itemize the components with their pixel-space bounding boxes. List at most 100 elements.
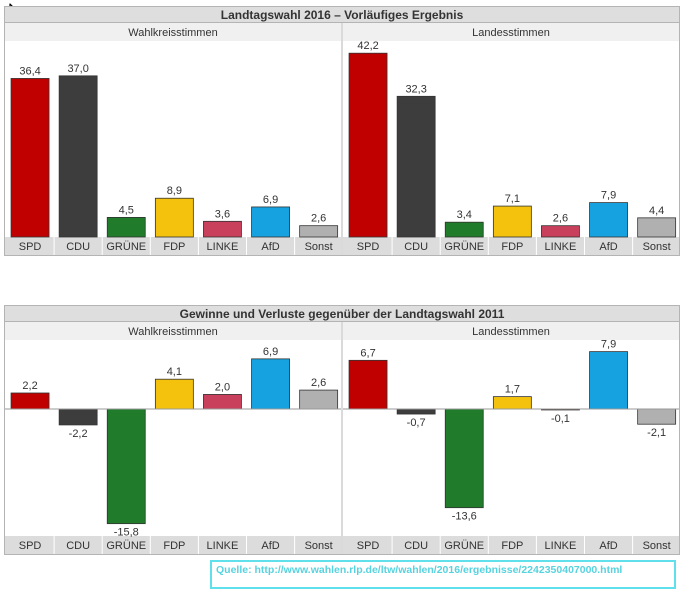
bar-spd bbox=[348, 52, 388, 238]
data-label-gruene: -15,8 bbox=[114, 527, 139, 539]
category-label-linke: LINKE bbox=[207, 540, 239, 552]
category-strip bbox=[343, 536, 679, 554]
bar-cdu bbox=[396, 408, 436, 415]
bar-afd bbox=[251, 358, 290, 410]
category-label-gruene: GRÜNE bbox=[444, 241, 484, 253]
gains-losses-chart: Gewinne und Verluste gegenüber der Landt… bbox=[4, 305, 680, 555]
category-label-fdp: FDP bbox=[501, 540, 523, 552]
bar-fdp bbox=[492, 205, 532, 238]
panel-subheader bbox=[5, 322, 341, 340]
data-label-sonst: 4,4 bbox=[649, 205, 664, 217]
data-label-spd: 6,7 bbox=[360, 347, 375, 359]
data-label-linke: 3,6 bbox=[215, 208, 230, 220]
panel-subheader bbox=[343, 322, 679, 340]
category-label-spd: SPD bbox=[19, 241, 42, 253]
data-label-fdp: 7,1 bbox=[505, 193, 520, 205]
category-strip bbox=[5, 536, 341, 554]
bar-afd bbox=[589, 202, 628, 238]
category-label-spd: SPD bbox=[357, 540, 380, 552]
data-label-linke: 2,0 bbox=[215, 381, 230, 393]
category-label-cdu: CDU bbox=[404, 241, 428, 253]
data-label-afd: 6,9 bbox=[263, 346, 278, 358]
data-label-spd: 2,2 bbox=[22, 380, 37, 392]
category-label-fdp: FDP bbox=[163, 241, 185, 253]
source-text: Quelle: http://www.wahlen.rlp.de/ltw/wah… bbox=[216, 564, 623, 576]
data-label-cdu: -2,2 bbox=[69, 428, 88, 440]
category-label-gruene: GRÜNE bbox=[106, 540, 146, 552]
category-strip bbox=[343, 237, 679, 255]
category-label-linke: LINKE bbox=[545, 540, 577, 552]
data-label-sonst: 2,6 bbox=[311, 377, 326, 389]
data-label-fdp: 1,7 bbox=[505, 384, 520, 396]
data-label-gruene: -13,6 bbox=[452, 511, 477, 523]
category-label-gruene: GRÜNE bbox=[444, 540, 484, 552]
data-label-afd: 7,9 bbox=[601, 339, 616, 351]
data-label-gruene: 3,4 bbox=[457, 209, 472, 221]
bar-gruene bbox=[444, 408, 484, 509]
chart-title: Landtagswahl 2016 – Vorläufiges Ergebnis bbox=[221, 8, 464, 22]
category-label-gruene: GRÜNE bbox=[106, 241, 146, 253]
category-label-cdu: CDU bbox=[66, 241, 90, 253]
category-label-afd: AfD bbox=[599, 540, 617, 552]
category-label-linke: LINKE bbox=[207, 241, 239, 253]
category-label-afd: AfD bbox=[261, 241, 279, 253]
panel-subtitle: Wahlkreisstimmen bbox=[128, 27, 217, 39]
category-label-spd: SPD bbox=[19, 540, 42, 552]
bar-gruene bbox=[444, 221, 484, 238]
category-label-sonst: Sonst bbox=[643, 241, 671, 253]
bar-spd bbox=[10, 78, 50, 238]
data-label-linke: -0,1 bbox=[551, 413, 570, 425]
bar-gruene bbox=[106, 216, 146, 238]
category-label-afd: AfD bbox=[599, 241, 617, 253]
data-label-cdu: -0,7 bbox=[407, 417, 426, 429]
category-strip bbox=[5, 237, 341, 255]
data-label-sonst: 2,6 bbox=[311, 213, 326, 225]
panel-subheader bbox=[343, 23, 679, 41]
data-label-linke: 2,6 bbox=[553, 213, 568, 225]
bar-sonst bbox=[299, 389, 339, 410]
panel-subtitle: Wahlkreisstimmen bbox=[128, 326, 217, 338]
bar-fdp bbox=[154, 197, 194, 238]
data-label-afd: 6,9 bbox=[263, 194, 278, 206]
panel-subheader bbox=[5, 23, 341, 41]
data-label-spd: 36,4 bbox=[19, 65, 40, 77]
bar-sonst bbox=[299, 225, 339, 238]
category-label-linke: LINKE bbox=[545, 241, 577, 253]
bar-fdp bbox=[492, 396, 532, 410]
data-label-spd: 42,2 bbox=[357, 40, 378, 52]
bar-fdp bbox=[154, 378, 194, 410]
data-label-cdu: 37,0 bbox=[67, 63, 88, 75]
chart-title: Gewinne und Verluste gegenüber der Landt… bbox=[180, 307, 505, 321]
bar-sonst bbox=[637, 408, 677, 425]
bar-linke bbox=[203, 220, 242, 238]
category-label-fdp: FDP bbox=[501, 241, 523, 253]
bar-linke bbox=[541, 225, 580, 238]
bar-afd bbox=[589, 351, 628, 410]
bar-cdu bbox=[58, 75, 98, 238]
data-label-fdp: 4,1 bbox=[167, 366, 182, 378]
category-label-sonst: Sonst bbox=[643, 540, 671, 552]
bar-cdu bbox=[396, 95, 436, 238]
data-label-cdu: 32,3 bbox=[405, 83, 426, 95]
bar-cdu bbox=[58, 408, 98, 426]
panel-subtitle: Landesstimmen bbox=[472, 27, 550, 39]
panel-subtitle: Landesstimmen bbox=[472, 326, 550, 338]
source-box: Quelle: http://www.wahlen.rlp.de/ltw/wah… bbox=[210, 560, 676, 589]
bar-linke bbox=[203, 394, 242, 410]
election-result-chart: Landtagswahl 2016 – Vorläufiges Ergebnis… bbox=[4, 6, 680, 256]
data-label-sonst: -2,1 bbox=[647, 427, 666, 439]
category-label-afd: AfD bbox=[261, 540, 279, 552]
bar-afd bbox=[251, 206, 290, 238]
bar-spd bbox=[348, 359, 388, 410]
bar-sonst bbox=[637, 217, 677, 238]
data-label-fdp: 8,9 bbox=[167, 185, 182, 197]
bar-gruene bbox=[106, 408, 146, 525]
category-label-cdu: CDU bbox=[66, 540, 90, 552]
category-label-spd: SPD bbox=[357, 241, 380, 253]
category-label-cdu: CDU bbox=[404, 540, 428, 552]
data-label-afd: 7,9 bbox=[601, 190, 616, 202]
category-label-sonst: Sonst bbox=[305, 241, 333, 253]
bar-spd bbox=[10, 392, 50, 410]
category-label-fdp: FDP bbox=[163, 540, 185, 552]
category-label-sonst: Sonst bbox=[305, 540, 333, 552]
